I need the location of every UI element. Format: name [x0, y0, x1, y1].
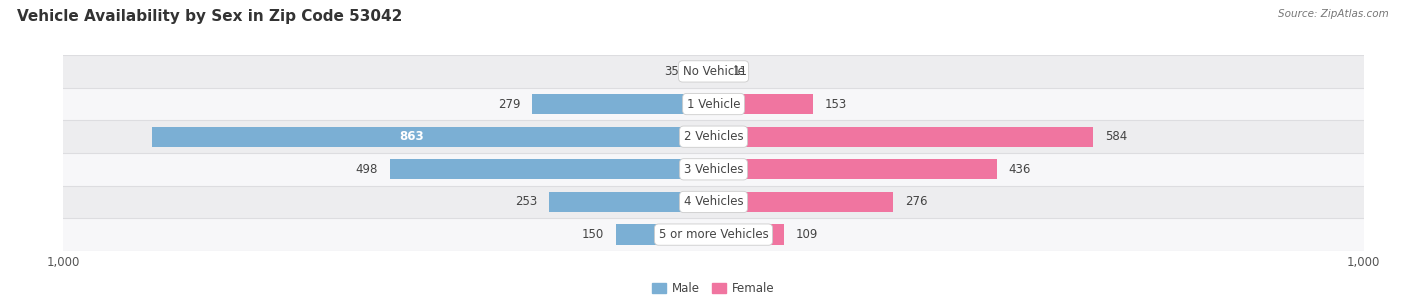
Text: 11: 11: [733, 65, 748, 78]
Text: 5 or more Vehicles: 5 or more Vehicles: [658, 228, 769, 241]
Bar: [63, 218, 1364, 251]
Bar: [63, 88, 1364, 120]
Text: 253: 253: [515, 196, 537, 208]
Text: 498: 498: [356, 163, 378, 176]
Text: 276: 276: [904, 196, 927, 208]
Text: 863: 863: [399, 130, 425, 143]
Text: 2 Vehicles: 2 Vehicles: [683, 130, 744, 143]
Bar: [713, 225, 785, 245]
Text: 150: 150: [582, 228, 605, 241]
Bar: [713, 159, 997, 179]
Bar: [152, 127, 713, 147]
Text: 1 Vehicle: 1 Vehicle: [686, 98, 741, 110]
Text: 436: 436: [1008, 163, 1031, 176]
Bar: [63, 120, 1364, 153]
Bar: [548, 192, 713, 212]
Bar: [531, 94, 713, 114]
Text: Source: ZipAtlas.com: Source: ZipAtlas.com: [1278, 9, 1389, 19]
Bar: [713, 127, 1094, 147]
Text: No Vehicle: No Vehicle: [682, 65, 745, 78]
Bar: [690, 61, 713, 81]
Bar: [63, 186, 1364, 218]
Bar: [713, 94, 813, 114]
Text: 4 Vehicles: 4 Vehicles: [683, 196, 744, 208]
Text: Vehicle Availability by Sex in Zip Code 53042: Vehicle Availability by Sex in Zip Code …: [17, 9, 402, 24]
Bar: [389, 159, 713, 179]
Text: 35: 35: [664, 65, 679, 78]
Text: 109: 109: [796, 228, 818, 241]
Bar: [63, 153, 1364, 186]
Text: 584: 584: [1105, 130, 1128, 143]
Text: 3 Vehicles: 3 Vehicles: [683, 163, 744, 176]
Text: 279: 279: [498, 98, 520, 110]
Text: 153: 153: [825, 98, 846, 110]
Bar: [63, 55, 1364, 88]
Bar: [713, 61, 721, 81]
Bar: [616, 225, 713, 245]
Legend: Male, Female: Male, Female: [648, 278, 779, 300]
Bar: [713, 192, 893, 212]
